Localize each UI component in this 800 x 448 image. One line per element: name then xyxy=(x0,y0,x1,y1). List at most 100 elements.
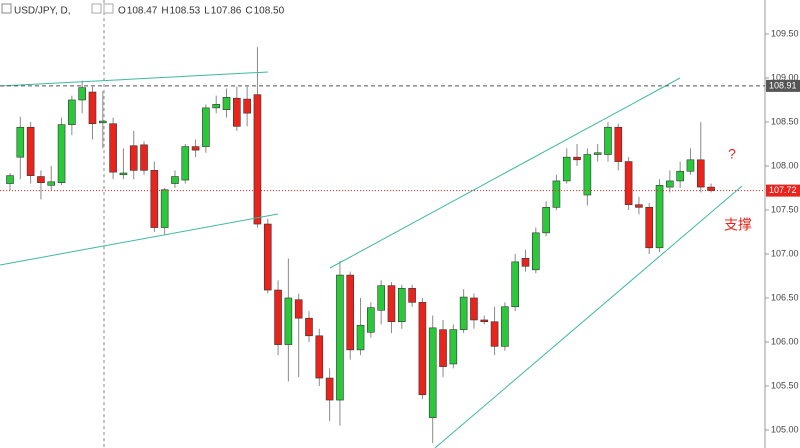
candle-body xyxy=(521,258,530,267)
candle-body xyxy=(315,335,324,379)
candle-body xyxy=(666,180,674,188)
candle-body xyxy=(140,144,148,171)
candle-body xyxy=(263,223,272,291)
y-tick-label: 109.50 xyxy=(771,28,799,38)
candle-body xyxy=(377,285,385,311)
trendline xyxy=(0,71,269,87)
candle-body xyxy=(387,285,396,323)
y-tick-label: 107.50 xyxy=(771,204,799,214)
candle-body xyxy=(6,175,14,184)
ohlc-value: 107.86 xyxy=(211,6,242,17)
candle-body xyxy=(418,302,427,396)
candle-body xyxy=(583,154,592,196)
trendline xyxy=(329,77,681,269)
candle-body xyxy=(686,159,695,172)
candle-body xyxy=(222,97,231,110)
candle-body xyxy=(501,306,509,347)
candle-body xyxy=(150,170,159,228)
candle-body xyxy=(78,87,86,101)
y-tick-label: 105.00 xyxy=(771,424,799,434)
candle-body xyxy=(294,299,303,319)
candle-body xyxy=(57,124,66,183)
ohlc-key: O xyxy=(118,6,126,17)
candle-body xyxy=(562,156,571,182)
y-tick-label: 107.00 xyxy=(771,248,799,258)
candle-body xyxy=(26,126,35,176)
icon xyxy=(1,3,12,14)
y-tick-label: 105.50 xyxy=(771,380,799,390)
candle-body xyxy=(336,274,344,401)
trendlines xyxy=(0,71,743,448)
candle-body xyxy=(129,145,138,171)
candle-body xyxy=(109,123,117,173)
candle-body xyxy=(202,107,210,147)
candle-body xyxy=(449,329,458,365)
ohlc-value: 108.53 xyxy=(170,6,201,17)
candle-body xyxy=(397,287,406,323)
candle-body xyxy=(480,319,489,323)
ohlc-key: H xyxy=(161,6,168,17)
candle-body xyxy=(98,120,107,124)
price-label: 108.91 xyxy=(769,80,797,90)
ohlc-key: L xyxy=(204,6,210,17)
candle-body xyxy=(593,152,602,155)
candle-body xyxy=(645,207,654,249)
candle-body xyxy=(655,185,664,249)
candle-body xyxy=(68,99,76,125)
candle-body xyxy=(243,98,251,114)
y-tick-label: 106.50 xyxy=(771,292,799,302)
candle-body xyxy=(511,261,519,308)
ohlc-value: 108.47 xyxy=(127,6,158,17)
candle-body xyxy=(346,274,355,351)
trendline xyxy=(434,185,743,448)
annotation: ? xyxy=(728,146,736,162)
candle-body xyxy=(274,289,282,345)
price-label: 107.72 xyxy=(769,185,797,195)
candle-body xyxy=(305,317,313,337)
header: USD/JPY, D, O 108.47 H 108.53 L 107.86 C 108.50 xyxy=(1,3,285,17)
candle-body xyxy=(16,126,25,158)
candle-body xyxy=(439,329,447,367)
candle-body xyxy=(552,180,561,208)
candle-body xyxy=(284,297,293,345)
candle-body xyxy=(532,232,540,271)
icon xyxy=(91,3,102,14)
candle-body xyxy=(160,189,169,228)
ohlc-key: C xyxy=(245,6,252,17)
candle-body xyxy=(253,94,262,225)
candle-body xyxy=(181,146,190,181)
candle-body xyxy=(191,146,200,151)
candle-body xyxy=(428,327,437,418)
ohlc: O 108.47 H 108.53 L 107.86 C 108.50 xyxy=(118,6,285,17)
candle-body xyxy=(325,377,334,401)
candle-body xyxy=(119,172,128,176)
plot xyxy=(6,47,715,444)
annotation: 支撑 xyxy=(724,217,752,233)
candle-body xyxy=(233,97,241,127)
y-tick-label: 109.00 xyxy=(771,72,799,82)
candle-body xyxy=(470,297,478,321)
y-tick-label: 108.00 xyxy=(771,160,799,170)
candle-body xyxy=(459,296,468,330)
price-label-box xyxy=(766,184,800,197)
candle-body xyxy=(696,159,705,188)
candle-body xyxy=(37,176,45,183)
candle-body xyxy=(367,307,375,333)
y-tick-label: 106.00 xyxy=(771,336,799,346)
candle-body xyxy=(604,126,612,155)
symbol: USD/JPY, D, xyxy=(14,6,71,17)
candle-body xyxy=(573,156,581,161)
y-tick-label: 108.50 xyxy=(771,116,799,126)
candle-body xyxy=(635,204,643,208)
candle-body xyxy=(624,161,633,205)
candle-body xyxy=(542,207,550,234)
candle-body xyxy=(614,126,623,162)
candle-body xyxy=(47,181,56,186)
candle-body xyxy=(676,170,684,182)
trendline xyxy=(0,213,279,266)
candle-body xyxy=(212,104,220,109)
candle-body xyxy=(408,287,416,303)
